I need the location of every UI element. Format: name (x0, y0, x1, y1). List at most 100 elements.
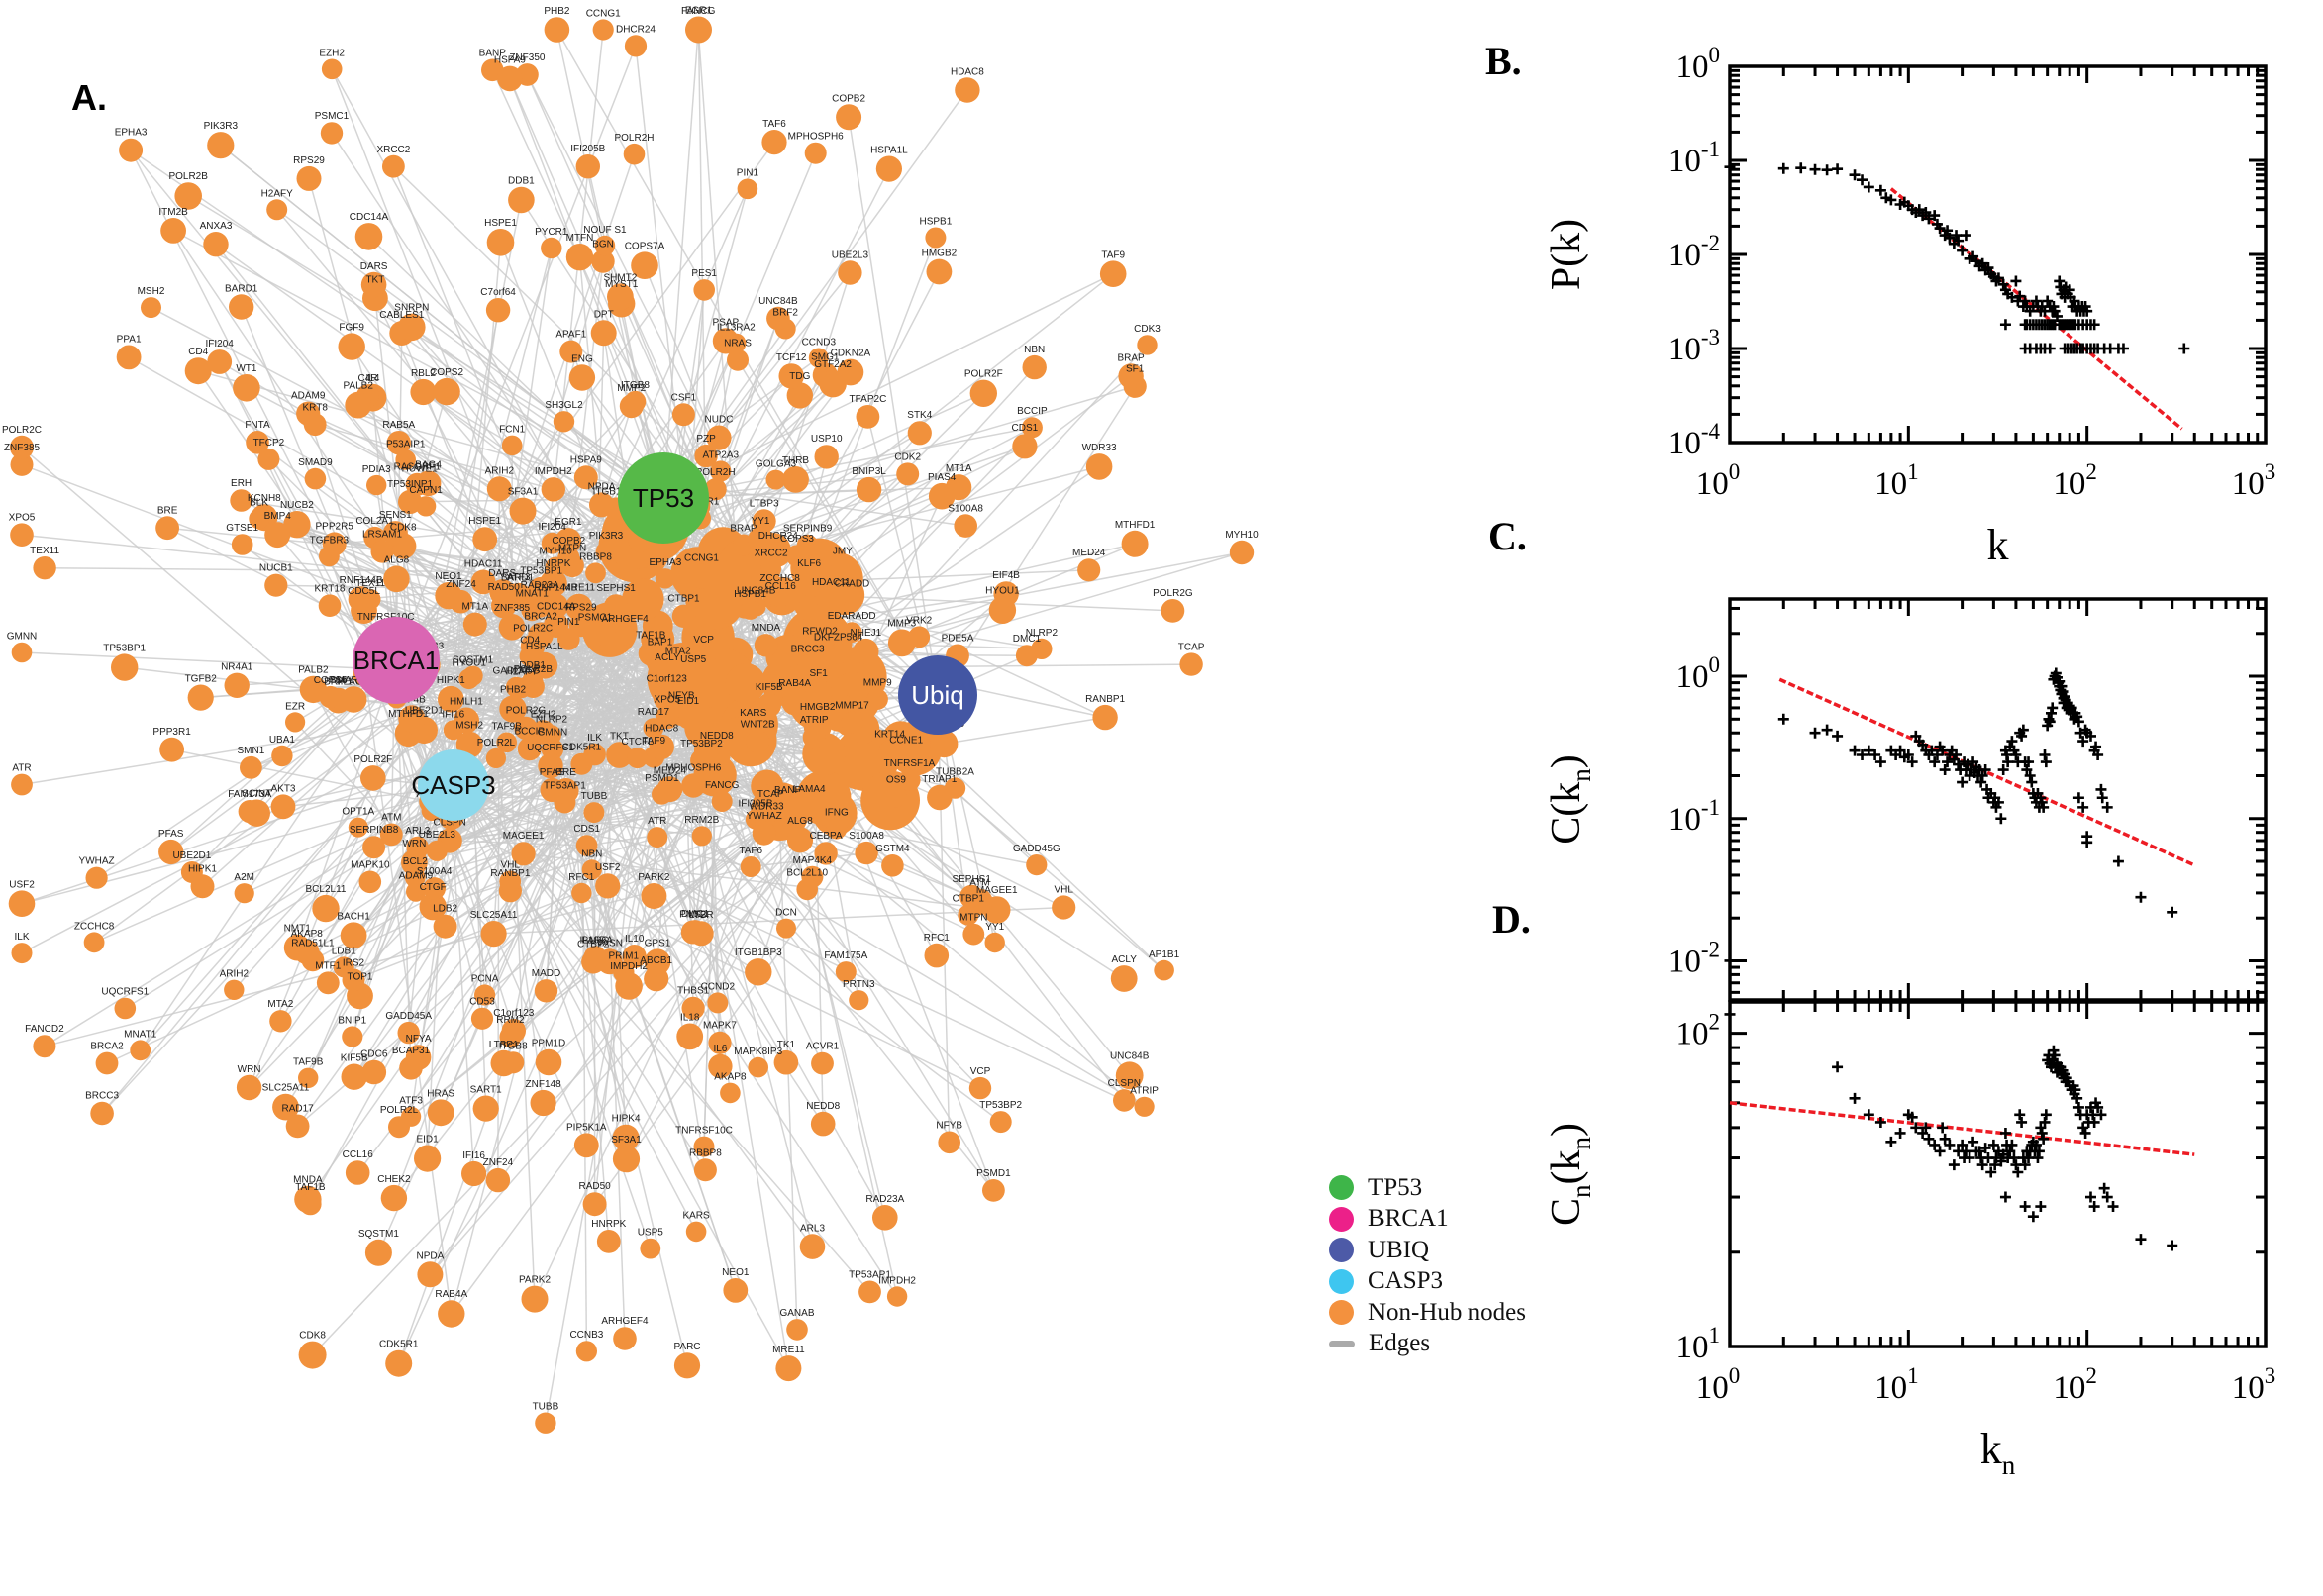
network-node (395, 449, 417, 470)
ubiq-swatch-icon (1329, 1238, 1354, 1263)
network-node-label: MMP3 (887, 619, 916, 630)
network-node-label: FGF9 (339, 322, 364, 333)
network-node-label: C1orf123 (647, 673, 688, 684)
data-point (2017, 724, 2029, 736)
network-node (114, 997, 137, 1020)
data-point (2030, 295, 2042, 307)
data-point (2070, 1084, 2081, 1096)
network-node (1022, 354, 1047, 380)
data-point (1944, 232, 1956, 244)
network-node (706, 425, 732, 450)
data-point (2024, 769, 2036, 781)
network-node (828, 643, 850, 664)
network-node (795, 569, 823, 596)
network-node (509, 497, 537, 525)
network-node-label: NUDC (705, 415, 734, 426)
data-point (2077, 1122, 2089, 1134)
network-node (708, 1031, 732, 1054)
network-node-label: YY1 (752, 516, 770, 527)
network-node-label: CCNG1 (684, 553, 719, 564)
network-node (676, 1023, 704, 1050)
network-node-label: HDAC8 (645, 724, 678, 735)
network-node-label: BRAP (730, 523, 758, 534)
network-node-label: DMC1 (1013, 634, 1042, 645)
network-node (498, 614, 526, 641)
network-node-label: EID1 (677, 696, 700, 707)
network-node-label: BRCC3 (85, 1091, 119, 1102)
network-node (761, 130, 787, 155)
network-node (472, 1095, 499, 1122)
network-node (954, 514, 977, 538)
network-node-label: BANP (479, 49, 507, 59)
network-node-label: RAD17 (281, 1104, 314, 1115)
network-edge (694, 930, 824, 1125)
network-node-label: TP53INP1 (387, 479, 434, 490)
network-node-label: FAM173A (228, 789, 271, 800)
network-node-label: MTA2 (267, 999, 293, 1010)
network-node-label: CTGF (420, 882, 447, 893)
network-node-label: PARC (581, 935, 608, 946)
chart-ticks (1730, 66, 2266, 443)
network-node-label: ITGB1BP3 (593, 487, 641, 498)
network-node-label: MTPN (558, 544, 586, 554)
network-node-label: ACLY (655, 652, 680, 663)
network-node (480, 921, 507, 948)
network-node-label: CD53 (469, 997, 495, 1008)
network-node-label: POLR2L (477, 738, 516, 748)
data-point (1979, 1143, 1991, 1154)
network-node (689, 563, 714, 589)
network-node-label: NLRP2 (536, 714, 568, 725)
y-tick-label: 100 (1676, 652, 1721, 695)
network-node (907, 421, 932, 446)
data-point (1948, 1159, 1960, 1171)
network-node-label: TNFRSF10C (675, 1126, 733, 1137)
network-node (694, 444, 718, 468)
network-node (426, 840, 448, 861)
network-node (685, 17, 712, 43)
network-node-label: PZP (696, 434, 716, 445)
network-edge (21, 447, 434, 802)
network-node-label: IFI204 (206, 339, 235, 349)
network-node-label: IMPDH2 (535, 466, 572, 477)
network-node (649, 734, 674, 760)
network-node (224, 979, 245, 1000)
network-edge (468, 744, 703, 837)
data-point (1917, 739, 1929, 750)
network-node (462, 612, 487, 637)
network-node (938, 1131, 960, 1154)
network-node-label: PSMD1 (976, 1168, 1011, 1179)
network-node (203, 232, 229, 257)
network-node-label: EID1 (416, 1135, 439, 1146)
network-node-label: MAP4K4 (793, 855, 833, 866)
network-node (708, 1053, 733, 1079)
network-edge (600, 405, 633, 506)
network-node-label: NUCB1 (259, 563, 293, 574)
network-node (231, 534, 253, 555)
network-node (318, 594, 342, 617)
y-tick-label: 101 (1676, 1323, 1721, 1365)
network-node (438, 685, 464, 713)
network-node-label: SENS1 (379, 510, 412, 521)
network-node (299, 1192, 322, 1216)
network-edge (453, 784, 787, 930)
data-point (1832, 1061, 1844, 1073)
network-node-label: PIK3R3 (589, 531, 624, 542)
network-node (927, 784, 953, 811)
network-node (712, 328, 740, 354)
network-node (1052, 895, 1076, 920)
network-node-label: BRE (556, 767, 576, 778)
y-tick-label: 102 (1676, 1010, 1721, 1052)
network-node (190, 874, 215, 899)
network-node (946, 474, 972, 501)
network-node-label: USF2 (9, 880, 35, 891)
network-node (855, 841, 878, 865)
network-node-label: MED24 (1072, 548, 1106, 558)
network-node-label: FNTA (245, 420, 270, 431)
data-point (2047, 702, 2059, 714)
network-node (535, 1048, 562, 1076)
network-node-label: TP53BP1 (103, 643, 146, 653)
network-node-label: UQCRFS1 (527, 743, 574, 753)
network-node (266, 199, 288, 221)
legend-item-edges: Edges (1329, 1329, 1526, 1360)
casp3-swatch-icon (1329, 1268, 1354, 1294)
